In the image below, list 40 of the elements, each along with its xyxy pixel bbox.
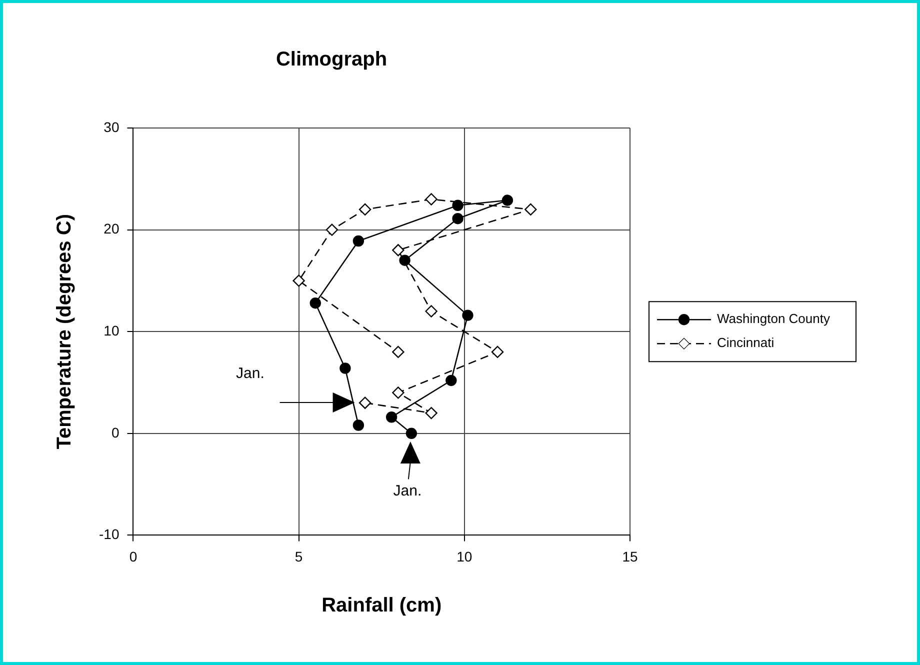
point (452, 200, 464, 211)
chart-title: Climograph (276, 48, 388, 71)
y-tick-label: 30 (104, 118, 120, 135)
point (452, 213, 464, 224)
point (352, 420, 364, 431)
x-tick-label: 5 (294, 548, 303, 564)
point (392, 244, 404, 256)
annotation: Jan. (393, 482, 422, 500)
y-axis-title: Temperature (degrees C) (54, 214, 76, 450)
point (462, 310, 474, 321)
point (358, 203, 372, 216)
point (352, 235, 364, 247)
point (310, 297, 321, 309)
legend-label: Cincinnati (717, 335, 774, 350)
x-tick-label: 10 (456, 548, 472, 564)
point (392, 386, 404, 399)
x-tick-label: 0 (129, 548, 138, 564)
y-tick-label: -10 (99, 526, 120, 542)
x-tick-label: 15 (622, 548, 638, 564)
point (491, 346, 504, 358)
point (425, 406, 438, 420)
point (358, 396, 372, 409)
legend-label: Washington County (717, 311, 830, 326)
point (524, 203, 537, 216)
y-tick-label: 10 (104, 322, 120, 338)
point (425, 305, 438, 318)
point (406, 428, 418, 439)
x-axis-title: Rainfall (cm) (322, 594, 442, 617)
annotation: Jan. (236, 365, 264, 382)
point (340, 362, 351, 374)
point (502, 194, 514, 206)
y-tick-label: 0 (111, 424, 120, 440)
point (292, 274, 305, 287)
point (386, 412, 398, 423)
point (425, 193, 438, 206)
point (326, 224, 338, 236)
point (392, 346, 404, 358)
point (446, 374, 457, 386)
y-tick-label: 20 (104, 220, 120, 237)
point (399, 254, 410, 266)
